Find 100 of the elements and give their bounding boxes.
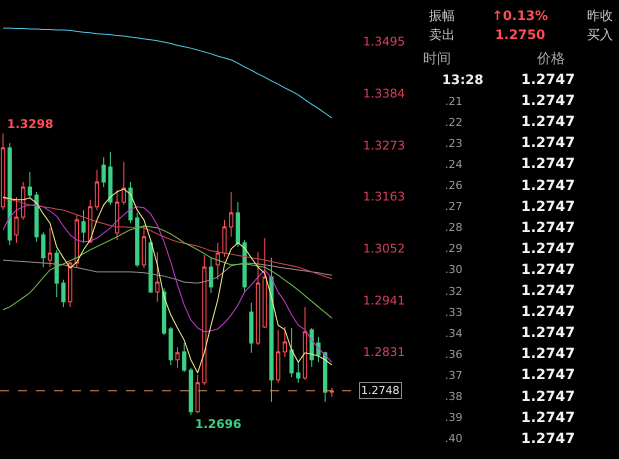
- text: 1.2747: [521, 431, 576, 447]
- text: 1.2747: [521, 156, 576, 172]
- text: 1.2747: [521, 325, 576, 341]
- text: .40: [445, 432, 462, 445]
- candlestick: [289, 327, 294, 378]
- text: 卖出: [429, 28, 455, 43]
- candlestick: [276, 329, 280, 384]
- line-series: [2, 28, 332, 118]
- text: 昨收: [587, 9, 613, 24]
- text: .33: [445, 306, 462, 319]
- candlestick: [249, 302, 254, 354]
- candlestick: [155, 252, 160, 302]
- candlestick: [14, 196, 19, 244]
- candlestick: [296, 362, 300, 384]
- text: .24: [445, 158, 462, 171]
- y-tick-label: 1.2941: [363, 294, 405, 308]
- candlestick: [282, 326, 288, 358]
- text: .28: [445, 221, 462, 234]
- annotation: 1.3298: [7, 117, 54, 131]
- candlestick: [74, 214, 79, 268]
- y-tick-label: 1.3163: [363, 190, 405, 204]
- y-tick-label: 1.2831: [363, 345, 405, 360]
- text: .27: [445, 200, 462, 213]
- candlestick: [262, 238, 267, 328]
- candlestick: [68, 262, 72, 308]
- candlestick: [256, 252, 260, 346]
- candlestick: [168, 326, 173, 366]
- line-series: [2, 225, 332, 319]
- candlestick: [122, 161, 126, 206]
- annotation: 1.2696: [195, 417, 242, 431]
- text: 1.2747: [521, 346, 576, 362]
- candlestick: [54, 249, 59, 298]
- candlestick: [188, 367, 194, 416]
- candlestick: [202, 254, 206, 386]
- candlestick: [102, 156, 106, 188]
- candlestick: [61, 279, 66, 308]
- text: .38: [445, 390, 462, 403]
- text: .30: [445, 263, 462, 276]
- candlestick: [41, 232, 46, 268]
- candlestick: [81, 210, 86, 244]
- text: .37: [445, 369, 462, 382]
- text: 时间: [423, 51, 451, 67]
- candlestick: [175, 346, 180, 368]
- text: 价格: [536, 51, 565, 67]
- text: .29: [445, 242, 462, 255]
- candlestick: [114, 189, 120, 241]
- candlestick: [330, 387, 334, 398]
- text: 1.2747: [521, 283, 576, 299]
- candlestick: [28, 172, 32, 198]
- text: 1.2747: [521, 262, 576, 278]
- line-series: [2, 260, 332, 284]
- text: 1.2747: [521, 410, 576, 426]
- text: 13:28: [442, 73, 484, 88]
- text: .32: [445, 285, 462, 298]
- text: .36: [445, 348, 462, 361]
- text: 1.2747: [521, 199, 576, 215]
- text: 1.2747: [521, 241, 576, 257]
- candlestick: [302, 306, 308, 380]
- candlestick: [135, 212, 140, 268]
- candlestick: [310, 327, 314, 368]
- text: .23: [445, 137, 462, 150]
- candlestick: [229, 191, 234, 238]
- candlestick: [142, 224, 146, 269]
- text: 1.2747: [521, 367, 576, 383]
- text: 1.2747: [521, 389, 576, 405]
- text: .22: [445, 116, 462, 129]
- text: 1.2747: [521, 178, 576, 194]
- text: 1.2747: [521, 135, 576, 151]
- y-tick-label: 1.3495: [363, 34, 405, 48]
- text: 1.2747: [521, 93, 576, 109]
- candlestick: [208, 256, 214, 294]
- text: .34: [445, 327, 462, 340]
- candlestick: [195, 374, 200, 414]
- candlestick: [48, 227, 52, 268]
- candlestick: [94, 169, 100, 211]
- text: .39: [445, 411, 462, 424]
- candlestick: [8, 142, 12, 246]
- line-series: [2, 197, 332, 280]
- text: ↑0.13%: [492, 9, 548, 24]
- y-tick-label: 1.3273: [363, 138, 405, 152]
- text: .26: [445, 179, 462, 192]
- candlestick: [216, 242, 220, 280]
- candlestick: [322, 351, 328, 402]
- y-tick-label: 1.3384: [363, 86, 405, 100]
- candlestick: [269, 257, 274, 402]
- text: 1.2747: [521, 72, 576, 88]
- text: 振幅: [429, 9, 455, 24]
- y-tick-label: 1.3052: [363, 242, 405, 256]
- text: 1.2747: [521, 304, 576, 320]
- text: 买入: [587, 28, 613, 43]
- candlestick: [108, 152, 113, 206]
- candlestick: [148, 240, 153, 294]
- text: 1.2747: [521, 114, 576, 130]
- text: 1.2750: [495, 28, 546, 43]
- ref-line-label: 1.2748: [361, 384, 400, 397]
- candlestick: [222, 219, 227, 258]
- candlestick: [182, 342, 186, 372]
- candlestick: [236, 202, 240, 248]
- text: .21: [445, 95, 462, 108]
- text: 1.2747: [521, 220, 576, 236]
